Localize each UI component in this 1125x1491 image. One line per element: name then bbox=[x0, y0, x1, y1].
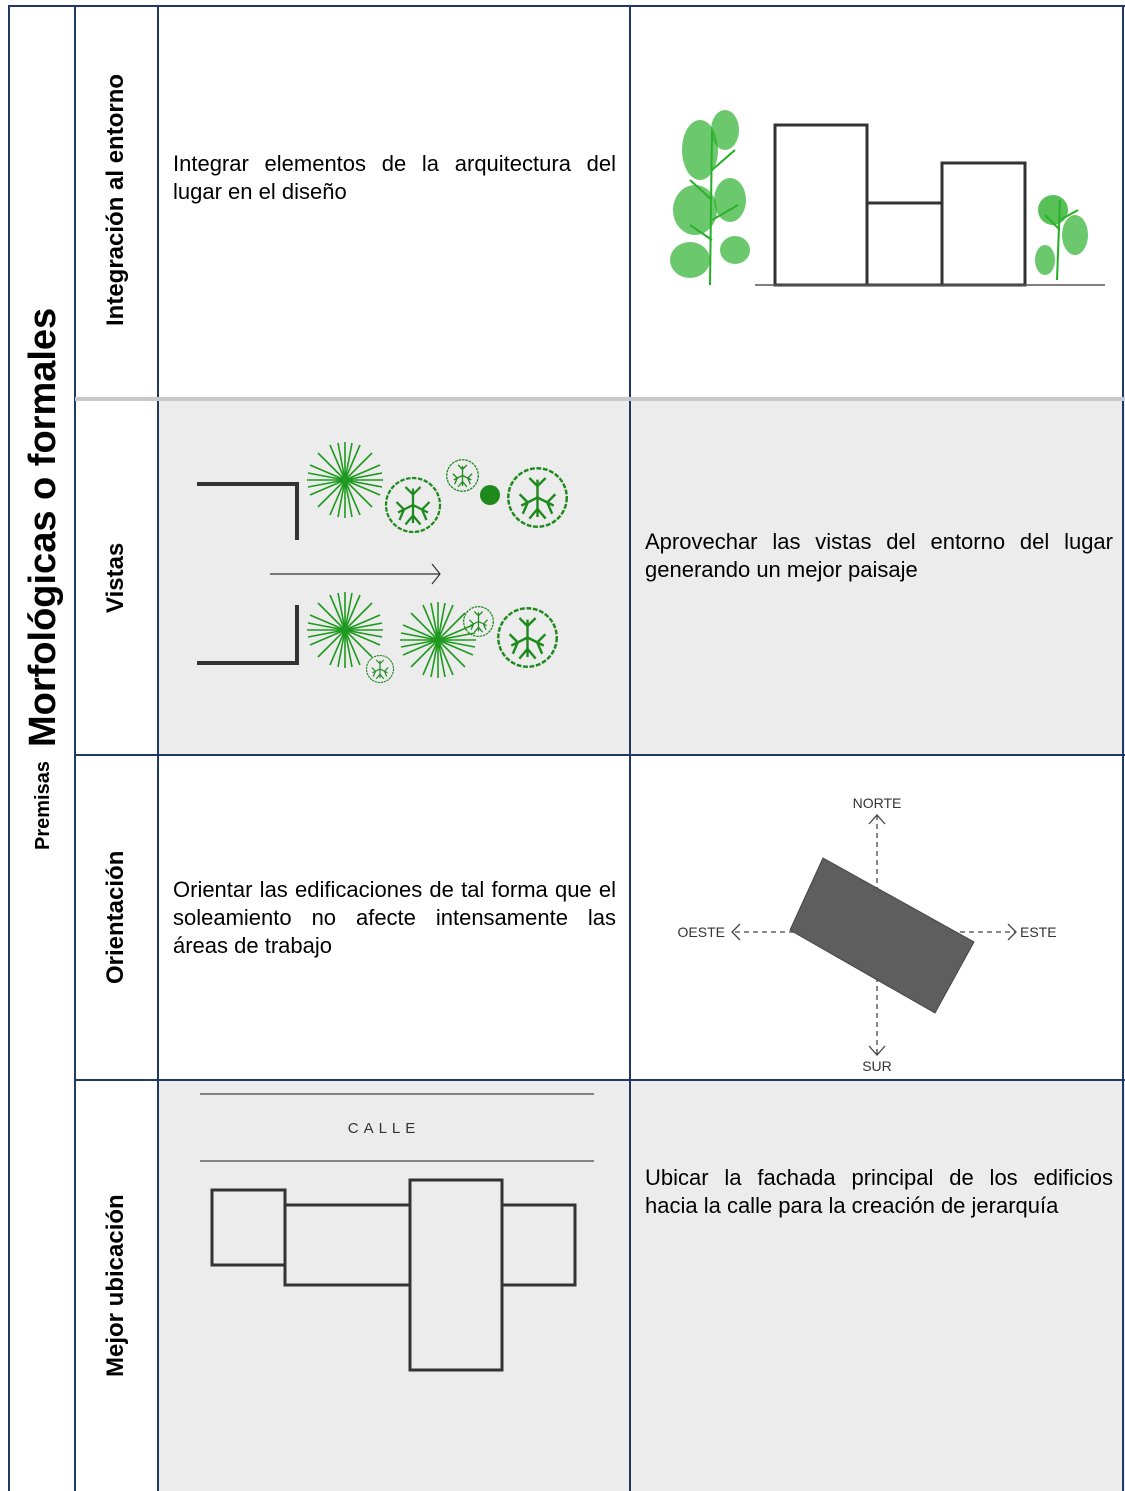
foliage bbox=[670, 110, 1088, 278]
border bbox=[75, 1079, 1125, 1081]
compass-label: ESTE bbox=[1020, 924, 1057, 940]
street-label: CALLE bbox=[348, 1120, 421, 1137]
buildings bbox=[773, 123, 1027, 287]
row-bg bbox=[158, 400, 1125, 755]
border bbox=[157, 5, 159, 1491]
border bbox=[74, 5, 76, 1491]
building-plan bbox=[789, 857, 975, 1014]
walls bbox=[197, 482, 299, 665]
tree-elevation bbox=[689, 129, 1079, 286]
border bbox=[75, 754, 1125, 756]
border bbox=[8, 5, 1125, 7]
compass-labels: NORTE SUR OESTE ESTE bbox=[678, 795, 1057, 1074]
description: Ubicar la fachada principal de los edifi… bbox=[645, 1165, 1113, 1218]
border bbox=[1122, 5, 1124, 1491]
border bbox=[8, 5, 10, 1491]
description: Orientar las edificaciones de tal forma … bbox=[173, 877, 616, 958]
compass-label: SUR bbox=[862, 1058, 892, 1074]
compass-label: NORTE bbox=[853, 795, 902, 811]
description: Integrar elementos de la arquitectura de… bbox=[173, 151, 616, 204]
border bbox=[629, 5, 631, 1491]
view-arrow bbox=[270, 563, 441, 585]
plan-trees bbox=[306, 441, 568, 684]
description: Aprovechar las vistas del entorno del lu… bbox=[645, 529, 1113, 582]
border bbox=[75, 397, 1125, 401]
compass-label: OESTE bbox=[678, 924, 725, 940]
street-buildings bbox=[210, 1178, 577, 1372]
